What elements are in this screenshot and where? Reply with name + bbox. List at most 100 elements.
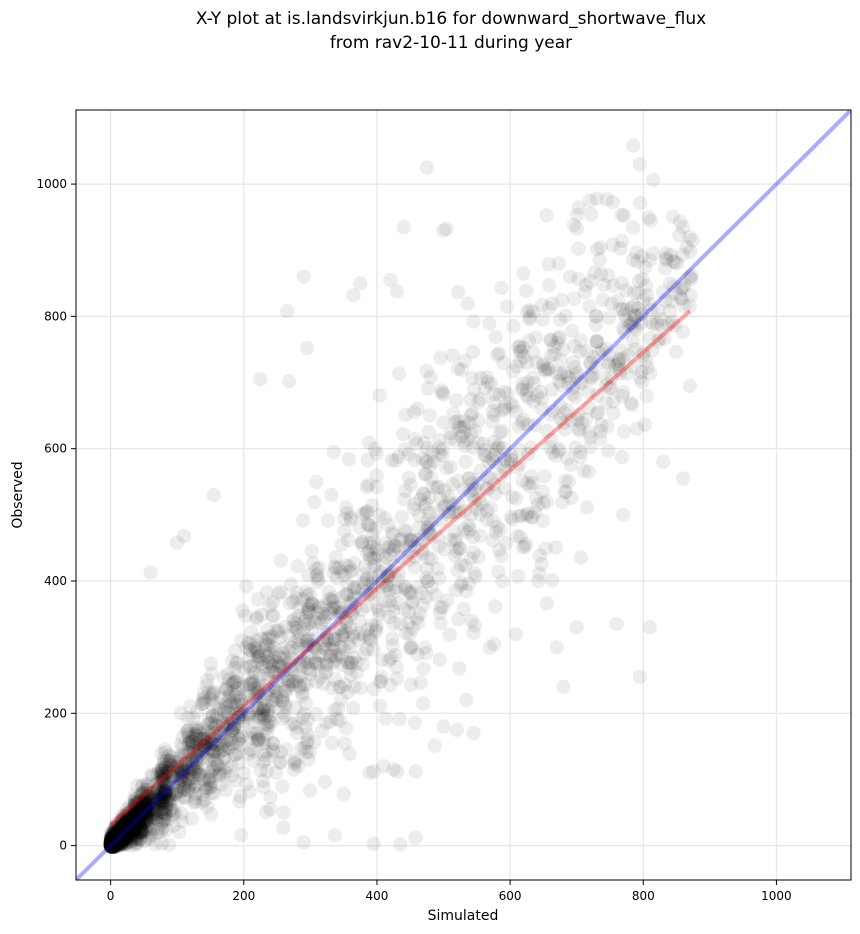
data-point	[581, 464, 596, 479]
data-point	[108, 835, 123, 851]
data-point	[276, 820, 291, 835]
data-point	[676, 471, 691, 486]
data-point	[239, 579, 254, 594]
data-point	[436, 223, 451, 238]
data-point	[268, 623, 284, 638]
plot-area	[76, 110, 851, 880]
data-point	[106, 838, 121, 853]
data-point	[107, 834, 122, 849]
data-point	[184, 811, 199, 826]
data-point	[466, 725, 481, 741]
data-point	[107, 829, 122, 844]
data-point	[113, 829, 128, 844]
data-point	[640, 360, 655, 375]
data-point	[199, 799, 215, 815]
data-point	[105, 838, 120, 853]
data-point	[590, 242, 605, 257]
data-point	[110, 833, 125, 848]
data-point	[109, 830, 124, 845]
data-point	[436, 415, 451, 430]
data-point	[646, 172, 661, 188]
data-point	[107, 834, 123, 850]
data-point	[104, 836, 119, 851]
data-point	[573, 550, 589, 565]
data-point	[104, 839, 120, 854]
data-point	[579, 500, 595, 515]
data-point	[378, 711, 393, 726]
data-point	[110, 832, 126, 848]
data-point	[105, 837, 120, 853]
data-point	[328, 560, 344, 576]
data-point	[587, 265, 602, 280]
data-point	[114, 824, 129, 839]
data-point	[104, 835, 119, 850]
x-tick-label: 400	[365, 889, 388, 903]
data-point	[106, 837, 122, 852]
data-point	[106, 834, 121, 849]
data-point	[279, 303, 295, 319]
data-point	[104, 838, 119, 853]
data-point	[103, 837, 118, 852]
data-point	[108, 834, 123, 849]
data-point	[106, 839, 121, 855]
data-point	[499, 536, 514, 551]
x-tick-label: 1000	[761, 889, 792, 903]
data-point	[118, 825, 134, 840]
data-point	[108, 834, 123, 849]
data-point	[498, 399, 513, 414]
data-point	[422, 458, 438, 474]
data-point	[108, 837, 123, 852]
data-point	[107, 831, 122, 847]
data-point	[106, 833, 122, 848]
data-point	[107, 833, 122, 848]
data-point	[109, 835, 124, 851]
data-point	[105, 839, 121, 854]
data-point	[108, 834, 123, 850]
data-point	[106, 831, 121, 847]
data-point	[106, 836, 121, 851]
data-point	[535, 484, 550, 499]
data-point	[107, 832, 122, 847]
data-point	[104, 837, 120, 853]
data-point	[108, 827, 123, 843]
data-point	[397, 492, 412, 507]
data-point	[112, 830, 127, 846]
data-point	[111, 834, 127, 849]
data-point	[206, 487, 221, 503]
data-point	[106, 834, 121, 849]
data-point	[431, 539, 446, 554]
data-point	[116, 825, 131, 840]
data-point	[106, 836, 122, 851]
data-point	[589, 334, 604, 349]
data-point	[535, 312, 550, 327]
data-point	[106, 834, 121, 849]
data-point	[112, 825, 128, 840]
data-point	[388, 648, 403, 663]
data-point	[420, 381, 436, 396]
data-point	[394, 509, 409, 524]
data-point	[107, 836, 122, 852]
data-point	[105, 836, 120, 851]
data-point	[567, 338, 582, 354]
data-point	[112, 832, 128, 847]
data-point	[112, 825, 127, 840]
data-point	[108, 826, 123, 841]
data-point	[453, 578, 468, 593]
data-point	[110, 832, 125, 848]
data-point	[105, 836, 121, 851]
data-point	[539, 596, 555, 611]
data-point	[106, 832, 121, 848]
data-point	[273, 553, 288, 568]
data-point	[107, 834, 122, 849]
data-point	[104, 833, 120, 848]
data-point	[119, 826, 134, 841]
data-point	[104, 839, 119, 854]
data-point	[107, 831, 122, 847]
data-point	[449, 722, 464, 737]
data-point	[114, 828, 129, 843]
data-point	[118, 818, 133, 834]
data-point	[490, 519, 505, 534]
data-point	[103, 836, 119, 851]
data-point	[109, 837, 124, 852]
data-point	[386, 616, 401, 631]
